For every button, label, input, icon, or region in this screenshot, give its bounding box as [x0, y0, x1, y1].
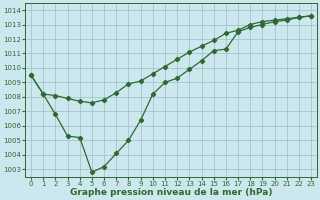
X-axis label: Graphe pression niveau de la mer (hPa): Graphe pression niveau de la mer (hPa): [70, 188, 272, 197]
